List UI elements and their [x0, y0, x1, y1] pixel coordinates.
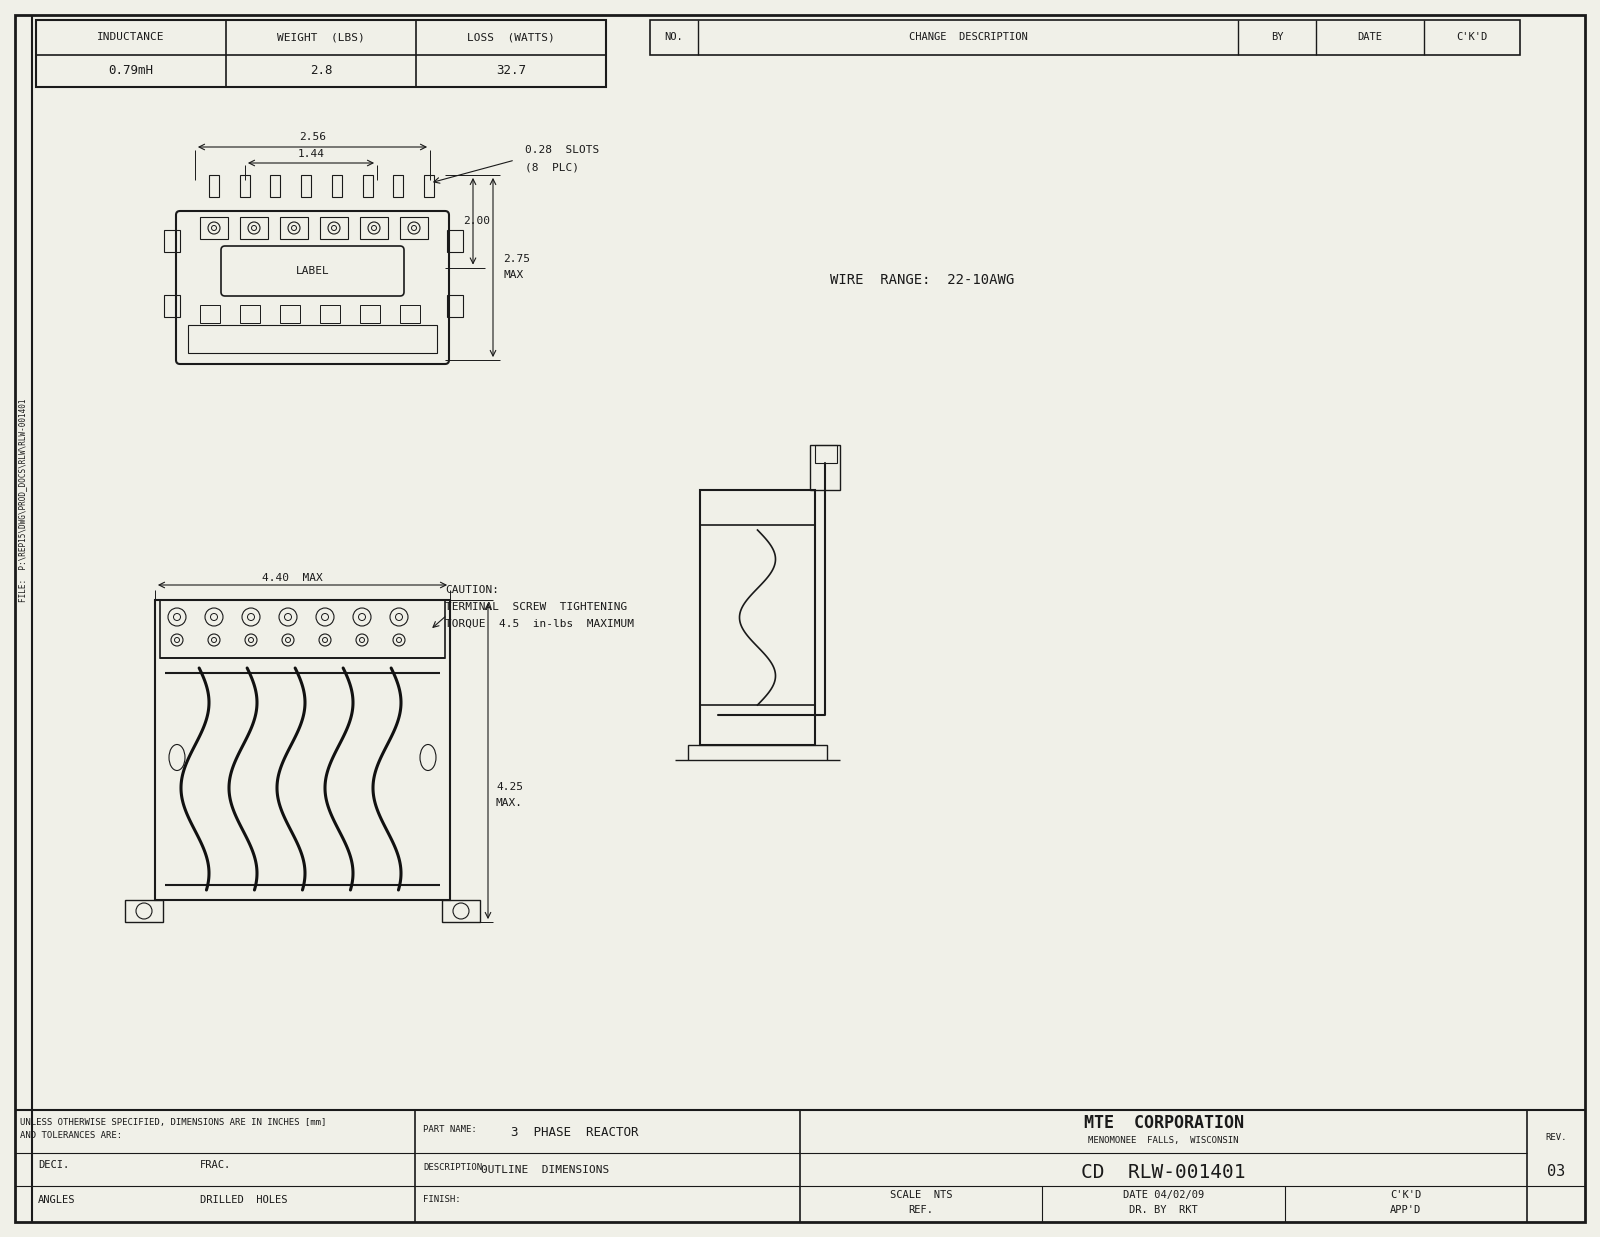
Text: REV.: REV.	[1546, 1133, 1566, 1143]
Text: 03: 03	[1547, 1164, 1565, 1180]
Text: 1.44: 1.44	[298, 148, 325, 160]
Bar	[320, 216, 349, 239]
Bar	[35, 20, 606, 87]
Bar	[701, 490, 814, 745]
Text: DATE: DATE	[1357, 32, 1382, 42]
Text: 2.56: 2.56	[299, 132, 326, 142]
Text: OUTLINE  DIMENSIONS: OUTLINE DIMENSIONS	[482, 1165, 610, 1175]
Text: C'K'D: C'K'D	[1390, 1190, 1421, 1200]
Text: INDUCTANCE: INDUCTANCE	[98, 32, 165, 42]
Text: SCALE  NTS: SCALE NTS	[890, 1190, 952, 1200]
Text: 3  PHASE  REACTOR: 3 PHASE REACTOR	[512, 1126, 638, 1138]
Text: ANGLES: ANGLES	[38, 1195, 75, 1205]
Text: DATE 04/02/09: DATE 04/02/09	[1123, 1190, 1205, 1200]
Bar	[331, 174, 342, 197]
Text: 2.00: 2.00	[462, 216, 490, 226]
Bar	[155, 600, 450, 901]
Bar	[394, 174, 403, 197]
Text: DR. BY  RKT: DR. BY RKT	[1130, 1205, 1198, 1215]
Text: DRILLED  HOLES: DRILLED HOLES	[200, 1195, 288, 1205]
Bar	[360, 306, 381, 323]
Text: UNLESS OTHERWISE SPECIFIED, DIMENSIONS ARE IN INCHES [mm]: UNLESS OTHERWISE SPECIFIED, DIMENSIONS A…	[19, 1117, 326, 1127]
Text: MENOMONEE  FALLS,  WISCONSIN: MENOMONEE FALLS, WISCONSIN	[1088, 1136, 1238, 1144]
Text: 2.8: 2.8	[310, 64, 333, 78]
Bar	[442, 901, 480, 922]
Bar	[360, 216, 387, 239]
Bar	[446, 230, 462, 252]
Bar	[810, 445, 840, 490]
Bar	[165, 294, 179, 317]
Text: APP'D: APP'D	[1390, 1205, 1421, 1215]
Bar	[240, 174, 250, 197]
Bar	[270, 174, 280, 197]
Bar	[240, 306, 259, 323]
Text: 4.40  MAX: 4.40 MAX	[262, 573, 323, 583]
Text: LABEL: LABEL	[296, 266, 330, 276]
Text: MTE  CORPORATION: MTE CORPORATION	[1083, 1115, 1243, 1132]
Text: LOSS  (WATTS): LOSS (WATTS)	[467, 32, 555, 42]
Text: TERMINAL  SCREW  TIGHTENING: TERMINAL SCREW TIGHTENING	[445, 602, 627, 612]
Text: C'K'D: C'K'D	[1456, 32, 1488, 42]
Text: 32.7: 32.7	[496, 64, 526, 78]
Bar	[688, 745, 827, 760]
Text: WIRE  RANGE:  22-10AWG: WIRE RANGE: 22-10AWG	[830, 273, 1014, 287]
Bar	[301, 174, 310, 197]
Text: PART NAME:: PART NAME:	[422, 1126, 477, 1134]
Text: 4.25: 4.25	[496, 783, 523, 793]
Bar	[189, 325, 437, 353]
Bar	[363, 174, 373, 197]
Bar	[320, 306, 339, 323]
Text: AND TOLERANCES ARE:: AND TOLERANCES ARE:	[19, 1131, 122, 1139]
Bar	[400, 306, 419, 323]
Text: WEIGHT  (LBS): WEIGHT (LBS)	[277, 32, 365, 42]
Bar	[446, 294, 462, 317]
Bar	[424, 174, 434, 197]
Bar	[280, 216, 307, 239]
Bar	[650, 20, 1520, 54]
Bar	[165, 230, 179, 252]
Text: FINISH:: FINISH:	[422, 1195, 461, 1205]
Text: CAUTION:: CAUTION:	[445, 585, 499, 595]
Bar	[200, 306, 221, 323]
Bar	[240, 216, 269, 239]
Text: 0.28  SLOTS: 0.28 SLOTS	[525, 145, 600, 155]
Text: FILE:  P:\REP15\DWG\PROD_DOCS\RLW\RLW-001401: FILE: P:\REP15\DWG\PROD_DOCS\RLW\RLW-001…	[19, 398, 27, 601]
Text: CD  RLW-001401: CD RLW-001401	[1082, 1163, 1246, 1181]
Text: 2.75: 2.75	[502, 255, 530, 265]
Bar	[400, 216, 429, 239]
Text: BY: BY	[1270, 32, 1283, 42]
Text: FRAC.: FRAC.	[200, 1160, 232, 1170]
Bar	[208, 174, 219, 197]
Text: DESCRIPTION:: DESCRIPTION:	[422, 1164, 488, 1173]
Text: TORQUE  4.5  in-lbs  MAXIMUM: TORQUE 4.5 in-lbs MAXIMUM	[445, 618, 634, 628]
Bar	[280, 306, 301, 323]
Text: (8  PLC): (8 PLC)	[525, 163, 579, 173]
Bar	[814, 445, 837, 463]
Text: NO.: NO.	[664, 32, 683, 42]
Bar	[200, 216, 229, 239]
Bar	[125, 901, 163, 922]
Text: MAX.: MAX.	[496, 798, 523, 808]
Text: MAX: MAX	[502, 271, 523, 281]
Text: 0.79mH: 0.79mH	[109, 64, 154, 78]
Text: CHANGE  DESCRIPTION: CHANGE DESCRIPTION	[909, 32, 1027, 42]
Text: DECI.: DECI.	[38, 1160, 69, 1170]
Text: REF.: REF.	[909, 1205, 934, 1215]
Bar	[160, 600, 445, 658]
